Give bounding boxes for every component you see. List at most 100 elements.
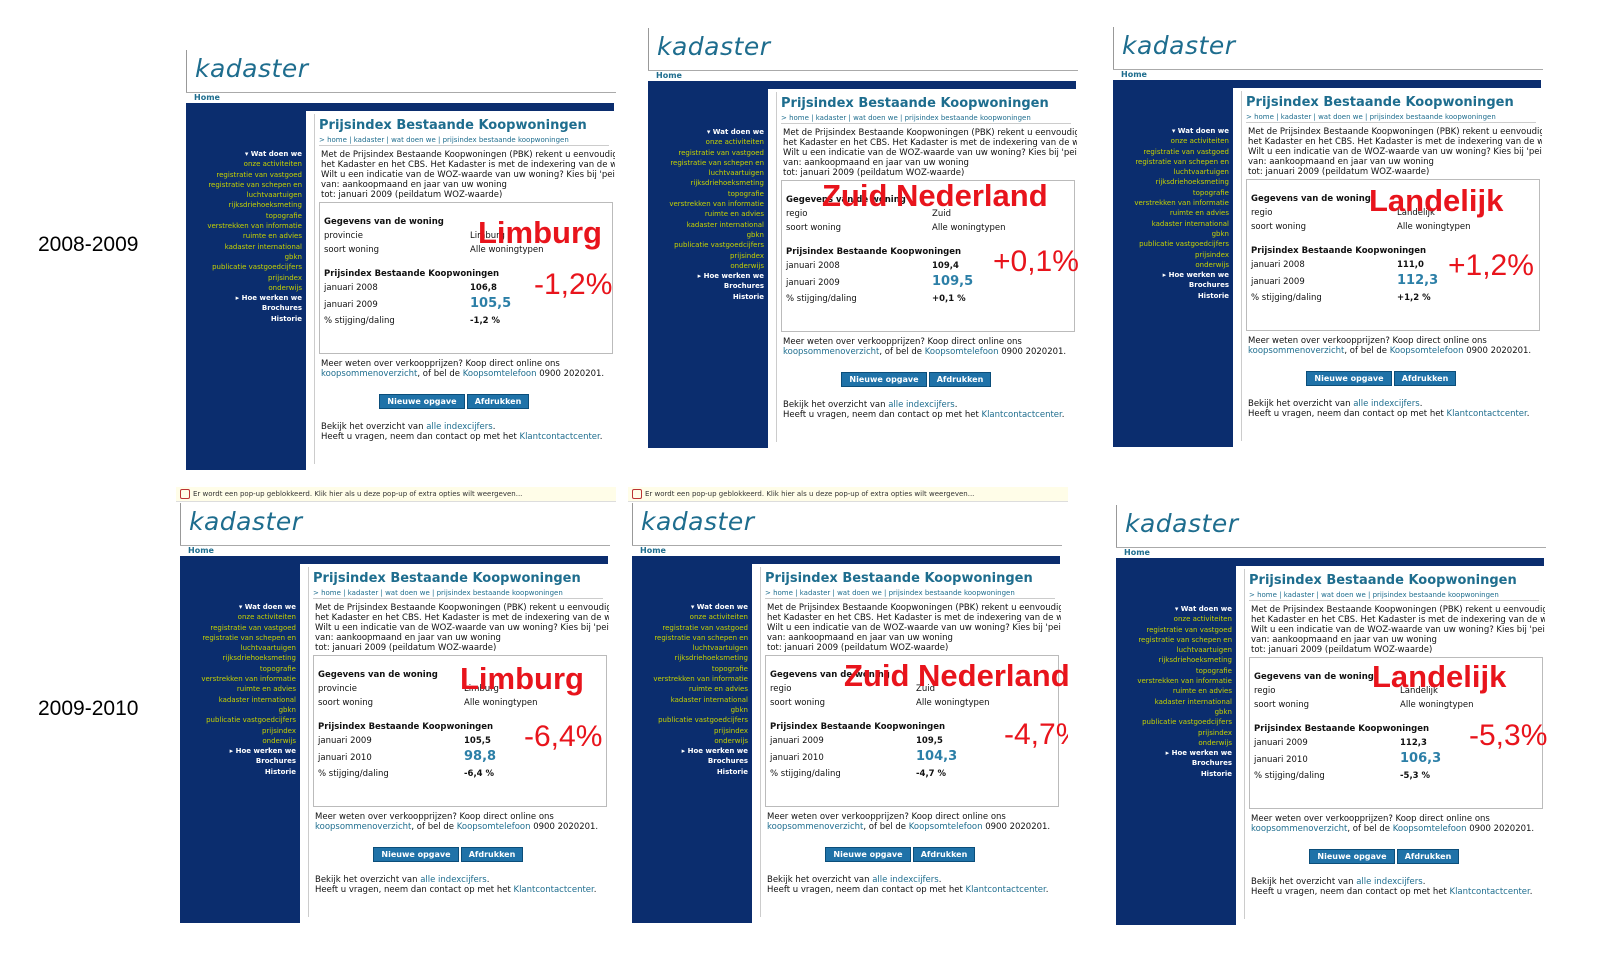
sidebar-item[interactable]: verstrekken van informatie: [201, 675, 296, 684]
popup-blocked-bar[interactable]: Er wordt een pop-up geblokkeerd. Klik hi…: [176, 487, 616, 502]
sidebar-item[interactable]: publicatie vastgoedcijfers: [1139, 240, 1229, 249]
sidebar-item[interactable]: ruimte en advies: [236, 685, 296, 694]
sidebar-item[interactable]: ▸ Hoe werken we: [681, 747, 748, 756]
koopsomtelefoon-link[interactable]: Koopsomtelefoon: [908, 822, 983, 832]
koopsomtelefoon-link[interactable]: Koopsomtelefoon: [456, 822, 531, 832]
sidebar-item[interactable]: onze activiteiten: [689, 613, 748, 622]
sidebar-item[interactable]: Brochures: [255, 757, 296, 766]
sidebar-item[interactable]: gbkn: [1211, 229, 1229, 238]
sidebar-item[interactable]: verstrekken van informatie: [207, 222, 302, 231]
sidebar-item[interactable]: verstrekken van informatie: [653, 675, 748, 684]
breadcrumb[interactable]: > home | kadaster | wat doen we | prijsi…: [1246, 113, 1496, 121]
sidebar-item[interactable]: registratie van vastgoed: [678, 148, 764, 157]
kadaster-logo[interactable]: kadaster: [657, 32, 771, 61]
sidebar-item[interactable]: Historie: [270, 314, 302, 323]
kadaster-logo[interactable]: kadaster: [1122, 31, 1236, 60]
koopsommenoverzicht-link[interactable]: koopsommenoverzicht: [321, 369, 418, 379]
sidebar-item[interactable]: onze activiteiten: [237, 613, 296, 622]
alle-indexcijfers-link[interactable]: alle indexcijfers: [1353, 399, 1420, 409]
koopsommenoverzicht-link[interactable]: koopsommenoverzicht: [315, 822, 412, 832]
sidebar-item[interactable]: publicatie vastgoedcijfers: [1142, 718, 1232, 727]
sidebar-item[interactable]: Brochures: [1188, 281, 1229, 290]
sidebar-item[interactable]: Brochures: [723, 282, 764, 291]
home-link[interactable]: Home: [1121, 70, 1147, 79]
koopsommenoverzicht-link[interactable]: koopsommenoverzicht: [767, 822, 864, 832]
sidebar-item[interactable]: onderwijs: [262, 736, 296, 745]
breadcrumb[interactable]: > home | kadaster | wat doen we | prijsi…: [781, 114, 1031, 122]
nieuwe-opgave-button[interactable]: Nieuwe opgave: [841, 372, 927, 387]
afdrukken-button[interactable]: Afdrukken: [461, 847, 523, 862]
sidebar-item[interactable]: Historie: [264, 767, 296, 776]
sidebar-item[interactable]: rijksdriehoeksmeting: [690, 179, 764, 188]
sidebar-item[interactable]: onze activiteiten: [1173, 615, 1232, 624]
sidebar-item[interactable]: onze activiteiten: [705, 138, 764, 147]
sidebar-item[interactable]: Brochures: [707, 757, 748, 766]
sidebar-item[interactable]: ▾ Wat doen we: [244, 150, 302, 158]
sidebar-item[interactable]: rijksdriehoeksmeting: [222, 654, 296, 663]
koopsomtelefoon-link[interactable]: Koopsomtelefoon: [1389, 346, 1464, 356]
koopsomtelefoon-link[interactable]: Koopsomtelefoon: [924, 347, 999, 357]
nieuwe-opgave-button[interactable]: Nieuwe opgave: [373, 847, 459, 862]
kadaster-logo[interactable]: kadaster: [641, 507, 755, 536]
sidebar-item[interactable]: verstrekken van informatie: [1134, 199, 1229, 208]
sidebar-item[interactable]: ruimte en advies: [242, 232, 302, 241]
sidebar-item[interactable]: kadaster international: [1154, 697, 1232, 706]
koopsommenoverzicht-link[interactable]: koopsommenoverzicht: [1251, 824, 1348, 834]
sidebar-item[interactable]: topografie: [711, 664, 748, 673]
sidebar-item[interactable]: onze activiteiten: [243, 160, 302, 169]
home-link[interactable]: Home: [194, 93, 220, 102]
sidebar-item[interactable]: ▸ Hoe werken we: [229, 747, 296, 756]
sidebar-item[interactable]: ▾ Wat doen we: [1174, 605, 1232, 613]
klantcontactcenter-link[interactable]: Klantcontactcenter: [519, 432, 600, 442]
kadaster-logo[interactable]: kadaster: [195, 54, 309, 83]
sidebar-item[interactable]: ruimte en advies: [1172, 687, 1232, 696]
sidebar-item[interactable]: prijsindex: [729, 251, 764, 260]
sidebar-item[interactable]: Brochures: [261, 304, 302, 313]
sidebar-item[interactable]: prijsindex: [1197, 728, 1232, 737]
sidebar-item[interactable]: rijksdriehoeksmeting: [674, 654, 748, 663]
sidebar-item[interactable]: ruimte en advies: [1169, 209, 1229, 218]
afdrukken-button[interactable]: Afdrukken: [1394, 371, 1456, 386]
sidebar-item[interactable]: luchtvaartuigen: [708, 169, 764, 178]
alle-indexcijfers-link[interactable]: alle indexcijfers: [872, 875, 939, 885]
klantcontactcenter-link[interactable]: Klantcontactcenter: [981, 410, 1062, 420]
breadcrumb[interactable]: > home | kadaster | wat doen we | prijsi…: [765, 589, 1015, 597]
sidebar-item[interactable]: registratie van schepen en: [670, 158, 764, 167]
sidebar-item[interactable]: Historie: [732, 292, 764, 301]
sidebar-item[interactable]: verstrekken van informatie: [1137, 677, 1232, 686]
sidebar-item[interactable]: Historie: [1197, 291, 1229, 300]
alle-indexcijfers-link[interactable]: alle indexcijfers: [888, 400, 955, 410]
sidebar-item[interactable]: ▾ Wat doen we: [690, 603, 748, 611]
sidebar-item[interactable]: prijsindex: [713, 726, 748, 735]
klantcontactcenter-link[interactable]: Klantcontactcenter: [1446, 409, 1527, 419]
sidebar-item[interactable]: topografie: [727, 189, 764, 198]
koopsommenoverzicht-link[interactable]: koopsommenoverzicht: [1248, 346, 1345, 356]
koopsommenoverzicht-link[interactable]: koopsommenoverzicht: [783, 347, 880, 357]
kadaster-logo[interactable]: kadaster: [1125, 509, 1239, 538]
sidebar-item[interactable]: verstrekken van informatie: [669, 200, 764, 209]
sidebar-item[interactable]: prijsindex: [261, 726, 296, 735]
breadcrumb[interactable]: > home | kadaster | wat doen we | prijsi…: [313, 589, 563, 597]
sidebar-item[interactable]: Historie: [1200, 769, 1232, 778]
klantcontactcenter-link[interactable]: Klantcontactcenter: [513, 885, 594, 895]
nieuwe-opgave-button[interactable]: Nieuwe opgave: [379, 394, 465, 409]
sidebar-item[interactable]: prijsindex: [267, 273, 302, 282]
sidebar-item[interactable]: luchtvaartuigen: [1176, 646, 1232, 655]
sidebar-item[interactable]: registratie van schepen en: [1135, 157, 1229, 166]
koopsomtelefoon-link[interactable]: Koopsomtelefoon: [1392, 824, 1467, 834]
sidebar-item[interactable]: gbkn: [1214, 707, 1232, 716]
sidebar-item[interactable]: kadaster international: [686, 220, 764, 229]
sidebar-item[interactable]: publicatie vastgoedcijfers: [212, 263, 302, 272]
sidebar-item[interactable]: registratie van schepen en: [654, 633, 748, 642]
alle-indexcijfers-link[interactable]: alle indexcijfers: [420, 875, 487, 885]
nieuwe-opgave-button[interactable]: Nieuwe opgave: [1306, 371, 1392, 386]
sidebar-item[interactable]: ▾ Wat doen we: [238, 603, 296, 611]
sidebar-item[interactable]: publicatie vastgoedcijfers: [674, 241, 764, 250]
sidebar-item[interactable]: Historie: [716, 767, 748, 776]
sidebar-item[interactable]: luchtvaartuigen: [246, 191, 302, 200]
klantcontactcenter-link[interactable]: Klantcontactcenter: [1449, 887, 1530, 897]
sidebar-item[interactable]: ▸ Hoe werken we: [235, 294, 302, 303]
sidebar-item[interactable]: kadaster international: [1151, 219, 1229, 228]
sidebar-item[interactable]: luchtvaartuigen: [1173, 168, 1229, 177]
sidebar-item[interactable]: ▸ Hoe werken we: [1165, 749, 1232, 758]
